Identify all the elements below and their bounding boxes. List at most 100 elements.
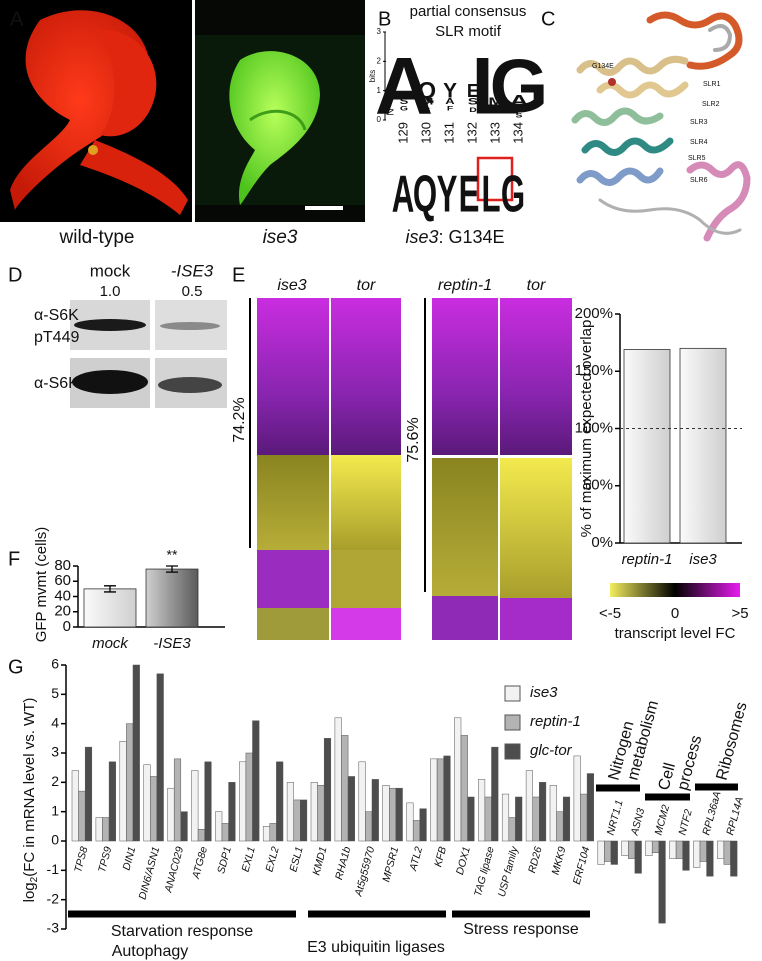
logo-letter: S <box>424 106 431 113</box>
x-tick-label: mock <box>92 635 129 652</box>
group-label: E3 ubiquitin ligases <box>307 939 445 956</box>
x-tick-label: SDP1 <box>215 845 234 875</box>
x-tick-label: ATG8e <box>190 845 210 881</box>
bar <box>239 761 247 842</box>
ratio: 1.0 <box>100 283 121 300</box>
x-tick-label: RPL14A <box>724 796 746 837</box>
x-tick-label: RPL36aA <box>700 790 723 837</box>
y-label-sub: 2 <box>29 876 40 882</box>
bar <box>382 785 390 842</box>
x-tick-label: NTF2 <box>676 808 694 837</box>
bar <box>108 761 116 842</box>
bar <box>623 349 671 544</box>
group-label: Stress response <box>463 921 579 938</box>
structure-label: SLR3 <box>690 119 708 126</box>
bar <box>467 796 475 842</box>
logo-letter: D <box>469 106 477 113</box>
bar <box>634 840 642 874</box>
x-tick-label: -ISE3 <box>153 635 191 652</box>
bar <box>84 746 93 842</box>
x-tick-label: ANAC029 <box>162 845 186 894</box>
bar <box>706 840 714 877</box>
panel-letter: E <box>232 264 245 286</box>
bar <box>358 761 366 842</box>
y-tick-label: -1 <box>47 861 60 877</box>
bar <box>286 782 294 842</box>
bar <box>71 770 79 842</box>
structure-label: SLR1 <box>703 81 721 88</box>
image-wild-type <box>0 0 192 222</box>
legend-label: glc-tor <box>530 742 573 759</box>
western-blots <box>70 300 227 408</box>
sequence-letter: Q <box>413 166 437 224</box>
logo-letter: G <box>490 44 549 128</box>
y-tick-label: 1 <box>51 802 59 818</box>
y-label-part: log <box>21 882 38 902</box>
y-tick-label: 6 <box>51 656 59 672</box>
structure-label: SLR6 <box>690 177 708 184</box>
position-label: 132 <box>464 122 479 144</box>
x-tick-label: RHA1b <box>333 845 353 881</box>
bar <box>580 793 588 842</box>
x-tick-label: DIN6/ASN1 <box>137 845 163 901</box>
y-tick-label: 0 <box>63 618 71 635</box>
x-tick-label: ESL1 <box>287 845 305 873</box>
logo-letter: S <box>468 96 479 107</box>
group-label: process <box>675 734 706 793</box>
panel-letter: C <box>541 8 555 30</box>
bar <box>262 826 271 842</box>
bar <box>586 773 594 842</box>
panel-letter: F <box>8 548 20 570</box>
logo-letter: Y <box>443 80 457 103</box>
bar <box>597 840 605 865</box>
bar <box>454 717 462 842</box>
logo-letter: M <box>488 95 503 107</box>
bar <box>245 752 253 842</box>
logo-letter: G <box>400 105 408 112</box>
logo-letter: Q <box>418 77 436 103</box>
group-label: Ribosomes <box>714 700 751 782</box>
bar <box>145 568 199 628</box>
x-tick-label: ise3 <box>689 551 717 568</box>
bar <box>682 840 690 871</box>
protein-structure <box>571 11 751 242</box>
y-tick-label: 80 <box>54 557 71 574</box>
y-tick-label: 50% <box>583 477 613 494</box>
logo-letter: E <box>467 81 479 101</box>
y-tick-label: 200% <box>575 305 613 322</box>
bar <box>419 808 427 842</box>
logo-letter: F <box>447 105 453 112</box>
bar <box>478 779 486 842</box>
logo-letter: L <box>471 41 520 131</box>
significance: ** <box>167 547 178 563</box>
bar <box>365 811 373 842</box>
bar <box>645 840 653 856</box>
bar <box>621 840 629 856</box>
bar <box>389 787 397 842</box>
logo-letter: S <box>516 112 523 119</box>
bar <box>347 776 355 842</box>
bar <box>269 823 277 842</box>
heatmap-left <box>249 298 401 640</box>
x-tick-label: ERF104 <box>571 845 593 885</box>
structure-label: SLR4 <box>690 139 708 146</box>
bar <box>573 755 581 842</box>
bar <box>460 735 468 842</box>
colorbar-title: transcript level FC <box>615 625 736 642</box>
bar <box>406 802 414 842</box>
bar <box>197 829 205 842</box>
bar <box>173 758 182 842</box>
y-tick-label: 0 <box>377 115 382 124</box>
bar <box>143 764 151 842</box>
sequence-letter: A <box>392 166 415 224</box>
bar <box>395 787 403 842</box>
x-tick-label: USP family <box>496 845 521 899</box>
position-label: 133 <box>487 122 502 144</box>
logo-letter: M <box>421 96 434 107</box>
logo-letter: A <box>510 92 529 109</box>
bar <box>532 796 540 842</box>
bar <box>167 787 175 842</box>
position-label: 134 <box>510 122 525 144</box>
bar <box>119 741 127 842</box>
